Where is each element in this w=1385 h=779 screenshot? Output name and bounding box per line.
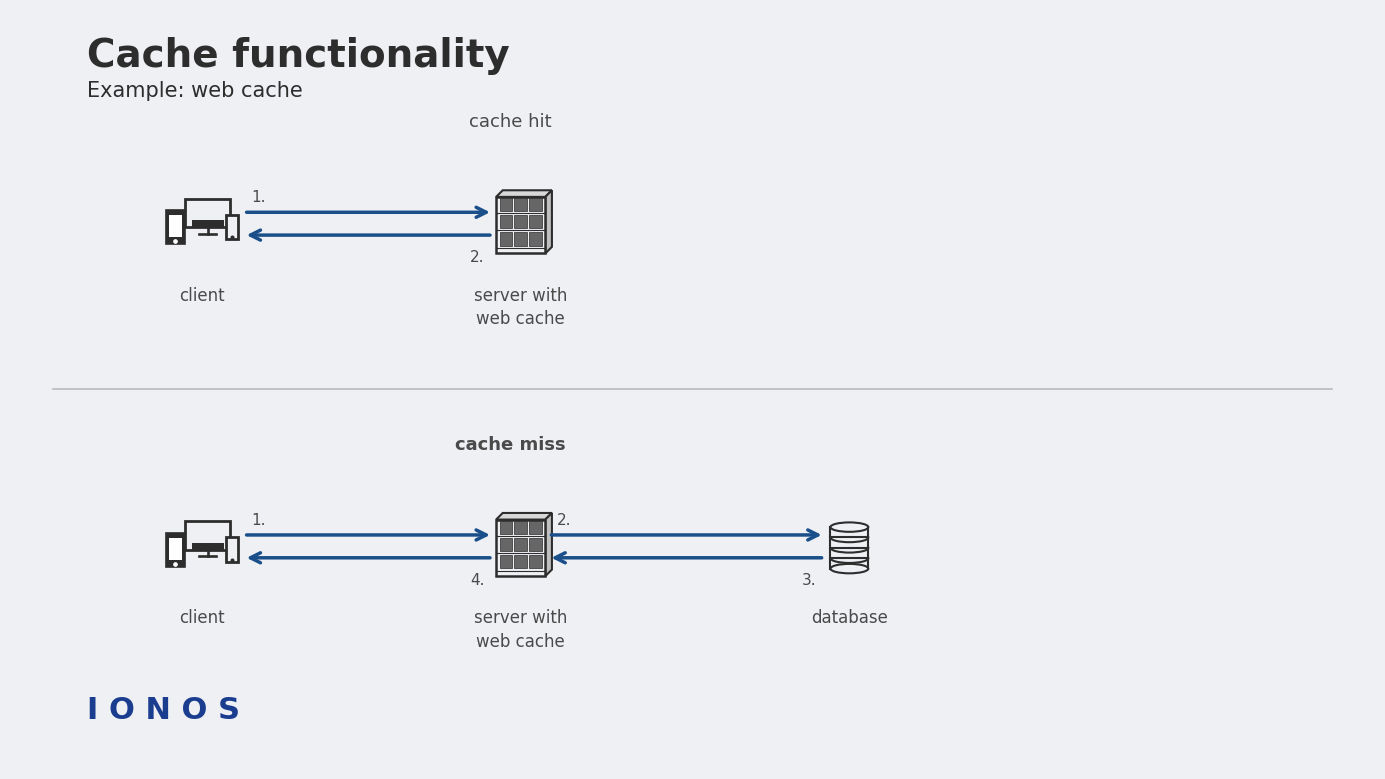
Bar (191, 543, 223, 550)
Bar (529, 538, 542, 551)
Bar (831, 527, 868, 538)
Bar (514, 215, 528, 228)
Text: Example: web cache: Example: web cache (87, 81, 303, 101)
Text: Cache functionality: Cache functionality (87, 37, 510, 75)
Bar (191, 220, 223, 227)
Text: cache hit: cache hit (470, 113, 553, 131)
Text: 1.: 1. (252, 190, 266, 206)
Text: 4.: 4. (471, 573, 485, 587)
Bar (500, 215, 512, 228)
Text: 2.: 2. (557, 513, 571, 528)
Bar (831, 548, 868, 559)
Bar (529, 232, 542, 245)
Polygon shape (226, 538, 238, 562)
Bar (831, 538, 868, 548)
Bar (514, 538, 528, 551)
Bar (500, 198, 512, 211)
Bar (496, 520, 546, 576)
Polygon shape (496, 190, 551, 197)
Polygon shape (496, 513, 551, 520)
Bar (529, 555, 542, 568)
Polygon shape (546, 190, 551, 253)
Polygon shape (186, 521, 230, 550)
Text: database: database (812, 609, 888, 627)
Text: 2.: 2. (471, 250, 485, 265)
Text: client: client (179, 287, 224, 305)
Bar (500, 538, 512, 551)
Polygon shape (546, 513, 551, 576)
Text: server with
web cache: server with web cache (474, 609, 568, 651)
Bar (169, 538, 181, 560)
Polygon shape (166, 533, 186, 567)
Text: cache miss: cache miss (456, 435, 566, 453)
Polygon shape (226, 215, 238, 239)
Bar (169, 215, 181, 238)
Ellipse shape (831, 533, 868, 542)
Polygon shape (166, 210, 186, 244)
Bar (500, 232, 512, 245)
Text: server with
web cache: server with web cache (474, 287, 568, 328)
Text: client: client (179, 609, 224, 627)
Bar (831, 559, 868, 569)
Polygon shape (186, 199, 230, 227)
Bar (529, 215, 542, 228)
Ellipse shape (831, 543, 868, 552)
Text: I O N O S: I O N O S (87, 696, 241, 724)
Bar (514, 555, 528, 568)
Bar (496, 197, 546, 253)
Text: 1.: 1. (252, 513, 266, 528)
Bar (514, 520, 528, 534)
Bar (514, 232, 528, 245)
Bar (529, 520, 542, 534)
Bar (529, 198, 542, 211)
Bar (500, 520, 512, 534)
Text: 3.: 3. (802, 573, 817, 587)
Bar (514, 198, 528, 211)
Ellipse shape (831, 564, 868, 573)
Ellipse shape (831, 523, 868, 532)
Bar (500, 555, 512, 568)
Ellipse shape (831, 554, 868, 563)
